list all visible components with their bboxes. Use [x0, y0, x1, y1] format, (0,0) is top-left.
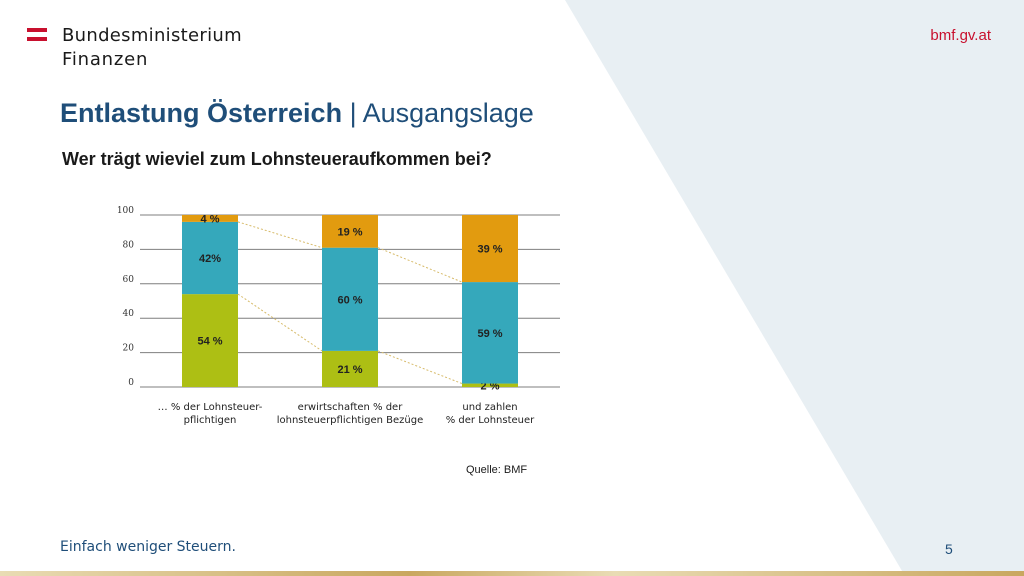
flag-stripe-bottom: [27, 36, 47, 41]
bar-data-label: 4 %: [201, 213, 220, 225]
x-category-label: … % der Lohnsteuer-: [158, 402, 263, 413]
bar-segment: [322, 215, 378, 248]
bar-data-label: 42%: [199, 253, 221, 265]
y-tick-label: 80: [123, 240, 135, 250]
y-tick-label: 20: [123, 344, 135, 354]
bar-segment: [182, 221, 238, 295]
x-category-label: % der Lohnsteuer: [446, 415, 535, 426]
stacked-bar-chart: 0 20 40 60 80 100 54 % 42% 4 % … % der Lohnsteuer…: [117, 206, 560, 426]
connector-line: [237, 221, 323, 249]
y-tick-label: 60: [123, 275, 135, 285]
footer-gold-bar: [0, 571, 1024, 576]
footer-slogan: Einfach weniger Steuern.: [60, 539, 236, 555]
title-section: Ausgangslage: [362, 98, 534, 128]
y-tick-label: 100: [117, 206, 134, 216]
website-link[interactable]: bmf.gv.at: [930, 27, 991, 44]
connector-line: [377, 350, 463, 385]
bar-data-label: 60 %: [337, 294, 362, 306]
austria-flag-logo: [27, 28, 47, 41]
y-tick-label: 40: [123, 309, 135, 319]
bar-segment: [462, 215, 518, 283]
bar-segment: [182, 215, 238, 222]
ministry-name: Bundesministerium: [62, 25, 242, 46]
slide-title: Entlastung Österreich | Ausgangslage: [60, 96, 534, 130]
bar-data-label: 21 %: [337, 364, 362, 376]
bar-data-label: 19 %: [337, 226, 362, 238]
title-separator: |: [349, 98, 357, 128]
x-category-label: erwirtschaften % der: [298, 402, 404, 413]
x-category-label: lohnsteuerpflichtigen Bezüge: [277, 415, 424, 426]
flag-stripe-top: [27, 28, 47, 33]
x-category-label: pflichtigen: [184, 415, 237, 426]
bar-segment: [322, 247, 378, 351]
connector-line: [237, 293, 323, 352]
bar-data-label: 39 %: [477, 244, 502, 256]
bar-segment: [462, 383, 518, 387]
ministry-subname: Finanzen: [62, 49, 149, 70]
bar-data-label: 54 %: [197, 336, 222, 348]
page-number: 5: [945, 541, 953, 557]
y-tick-label: 0: [128, 378, 134, 388]
title-main: Entlastung Österreich: [60, 98, 343, 128]
flag-stripe-middle: [27, 32, 47, 37]
connector-line: [377, 247, 463, 283]
slide-subtitle: Wer trägt wieviel zum Lohnsteueraufkomme…: [62, 149, 492, 169]
x-category-label: und zahlen: [462, 402, 517, 413]
bar-segment: [322, 350, 378, 387]
background-panel: [565, 0, 1024, 576]
bar-data-label: 59 %: [477, 328, 502, 340]
source-note: Quelle: BMF: [466, 464, 528, 476]
bar-segment: [182, 294, 238, 387]
bar-segment: [462, 282, 518, 384]
